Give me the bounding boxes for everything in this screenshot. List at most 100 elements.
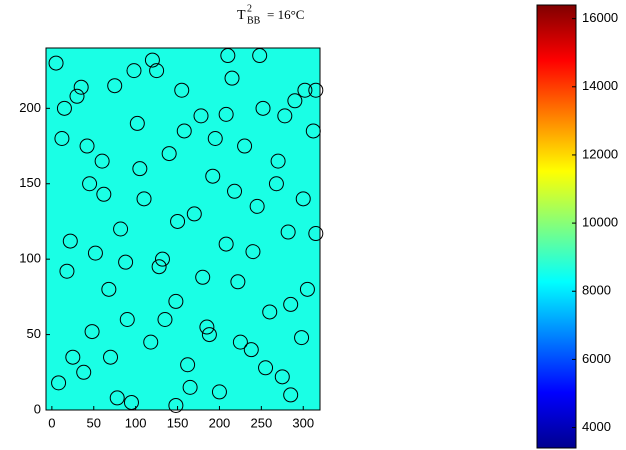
title-sub: BB [247,15,261,26]
colorbar-tick-label: 14000 [582,78,618,93]
marker [54,131,70,146]
marker [230,274,246,290]
marker [76,364,92,380]
y-tick-label: 150 [19,175,41,190]
marker [201,327,217,343]
marker [232,334,248,350]
marker [218,106,234,122]
marker [218,236,234,252]
x-tick-label: 0 [48,415,55,430]
marker [299,281,315,297]
marker [62,233,78,249]
marker [227,183,243,199]
marker [73,79,89,95]
marker [280,224,296,240]
marker [199,319,215,335]
marker [149,63,165,79]
marker [94,153,110,169]
marker [126,63,142,79]
marker [161,146,177,162]
marker [59,263,75,279]
marker [283,296,299,312]
marker [129,115,145,131]
chart-title: T 2 BB = 16°C [237,3,304,26]
marker [103,349,119,365]
marker [119,312,135,327]
marker [195,269,211,285]
y-tick-label: 100 [19,251,41,266]
title-sup: 2 [247,3,252,14]
marker [295,191,311,207]
marker [136,191,152,207]
marker [224,70,240,86]
marker [176,123,192,139]
marker [48,55,64,71]
marker [132,161,148,177]
x-tick-label: 300 [292,415,314,430]
marker [287,93,303,109]
marker [168,397,184,413]
marker [252,48,268,64]
colorbar-tick-label: 6000 [582,351,611,366]
x-tick-label: 150 [167,415,189,430]
marker [157,312,173,327]
title-rest: = 16°C [267,7,304,22]
colorbar-tick-label: 4000 [582,419,611,434]
marker [186,206,202,222]
colorbar-tick-label: 12000 [582,146,618,161]
title-base: T [237,8,246,23]
x-tick-label: 50 [87,415,101,430]
marker [274,369,290,385]
marker [109,390,125,406]
y-tick-label: 50 [27,326,41,341]
marker [170,213,186,229]
x-tick-label: 200 [209,415,231,430]
image-field [46,48,320,410]
marker [51,375,67,391]
marker [174,82,190,98]
marker [113,221,129,237]
marker [101,281,117,297]
marker [118,254,134,270]
marker [211,384,227,400]
x-tick-label: 250 [250,415,272,430]
marker [249,198,265,214]
x-tick-label: 100 [125,415,147,430]
marker [56,100,72,116]
marker [168,293,184,309]
colorbar-tick-label: 16000 [582,10,618,25]
marker [123,394,139,410]
marker [143,334,159,350]
marker [255,100,271,116]
marker [308,226,324,242]
marker [69,88,85,104]
marker [107,78,123,94]
marker [65,349,81,365]
marker [268,176,284,192]
colorbar-tick-label: 10000 [582,215,618,230]
marker [96,186,112,202]
marker [277,108,293,124]
marker [283,387,299,403]
marker [182,379,198,395]
marker [82,176,98,192]
marker [180,357,196,373]
marker [87,245,103,261]
marker [270,153,286,169]
marker [294,330,310,346]
marker [84,324,100,340]
y-tick-label: 0 [34,401,41,416]
marker [144,52,160,68]
axes-box [45,47,321,411]
marker [79,138,95,154]
marker [154,251,170,267]
marker [243,342,259,358]
marker [207,131,223,146]
marker [262,304,278,320]
marker [151,259,167,275]
marker [258,360,274,376]
marker [205,168,221,184]
marker [297,82,313,98]
colorbar [536,4,577,449]
